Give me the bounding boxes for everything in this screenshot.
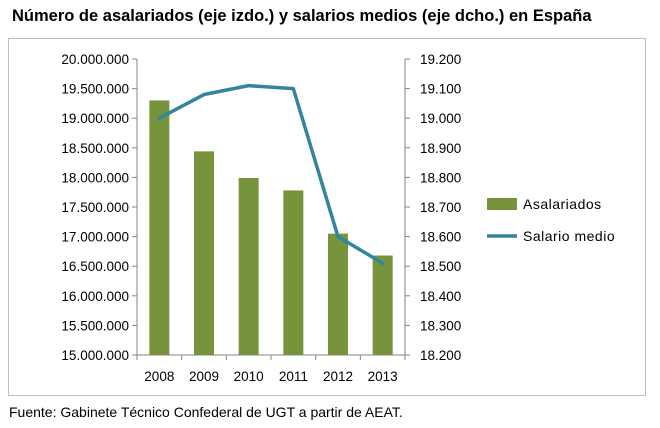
left-tick-label: 16.000.000 bbox=[61, 289, 129, 304]
bar bbox=[283, 190, 304, 355]
x-tick-label: 2009 bbox=[189, 369, 219, 384]
x-axis-ticks: 2008 2009 2010 2011 2012 2013 bbox=[136, 355, 406, 384]
bar bbox=[328, 233, 348, 355]
left-tick-label: 15.500.000 bbox=[61, 318, 129, 333]
x-tick-label: 2012 bbox=[323, 369, 353, 384]
x-tick-label: 2013 bbox=[368, 369, 398, 384]
left-tick-label: 19.500.000 bbox=[61, 82, 129, 97]
right-tick-label: 18.800 bbox=[420, 170, 461, 185]
bar bbox=[238, 177, 259, 355]
right-tick-label: 19.000 bbox=[420, 111, 461, 126]
legend: Asalariados Salario medio bbox=[487, 196, 615, 244]
left-tick-label: 16.500.000 bbox=[61, 259, 129, 274]
left-tick-label: 17.000.000 bbox=[61, 230, 129, 245]
line-point bbox=[381, 261, 385, 265]
line-point bbox=[336, 235, 340, 239]
line-point bbox=[247, 84, 251, 88]
chart-title: Número de asalariados (eje izdo.) y sala… bbox=[12, 7, 592, 25]
right-tick-label: 18.400 bbox=[420, 289, 461, 304]
right-tick-label: 18.900 bbox=[420, 141, 461, 156]
left-tick-label: 15.000.000 bbox=[61, 348, 129, 363]
legend-label-salario-medio: Salario medio bbox=[523, 228, 615, 244]
left-tick-label: 17.500.000 bbox=[61, 200, 129, 215]
left-tick-label: 19.000.000 bbox=[61, 111, 129, 126]
line-point bbox=[202, 93, 206, 97]
right-tick-label: 19.100 bbox=[420, 82, 461, 97]
right-tick-label: 18.700 bbox=[420, 200, 461, 215]
right-tick-label: 19.200 bbox=[420, 52, 461, 67]
line-series-salario-medio bbox=[157, 83, 385, 265]
legend-label-asalariados: Asalariados bbox=[523, 196, 602, 212]
bar-series-asalariados bbox=[149, 100, 393, 355]
bar bbox=[372, 255, 393, 355]
line-point bbox=[291, 87, 295, 91]
right-tick-label: 18.200 bbox=[420, 348, 461, 363]
line-path bbox=[157, 83, 385, 265]
left-tick-label: 20.000.000 bbox=[61, 52, 129, 67]
right-tick-label: 18.600 bbox=[420, 230, 461, 245]
chart-plot: 15.000.000 15.500.000 16.000.000 16.500.000… bbox=[61, 52, 615, 384]
x-tick-label: 2011 bbox=[279, 369, 308, 384]
bar bbox=[194, 151, 214, 355]
axes bbox=[136, 59, 406, 356]
right-tick-label: 18.500 bbox=[420, 259, 461, 274]
bar bbox=[149, 100, 170, 355]
line-point bbox=[157, 116, 161, 120]
right-axis-ticks: 18.200 18.300 18.400 18.500 18.600 18.700 18.8… bbox=[405, 52, 461, 363]
legend-swatch-asalariados bbox=[487, 198, 517, 210]
left-tick-label: 18.500.000 bbox=[61, 141, 129, 156]
source-note: Fuente: Gabinete Técnico Confederal de U… bbox=[9, 404, 403, 420]
chart-frame bbox=[8, 38, 646, 396]
x-tick-label: 2008 bbox=[144, 369, 174, 384]
right-tick-label: 18.300 bbox=[420, 318, 461, 333]
x-tick-label: 2010 bbox=[234, 369, 264, 384]
left-axis-ticks: 15.000.000 15.500.000 16.000.000 16.500.000… bbox=[61, 52, 137, 363]
left-tick-label: 18.000.000 bbox=[61, 170, 129, 185]
